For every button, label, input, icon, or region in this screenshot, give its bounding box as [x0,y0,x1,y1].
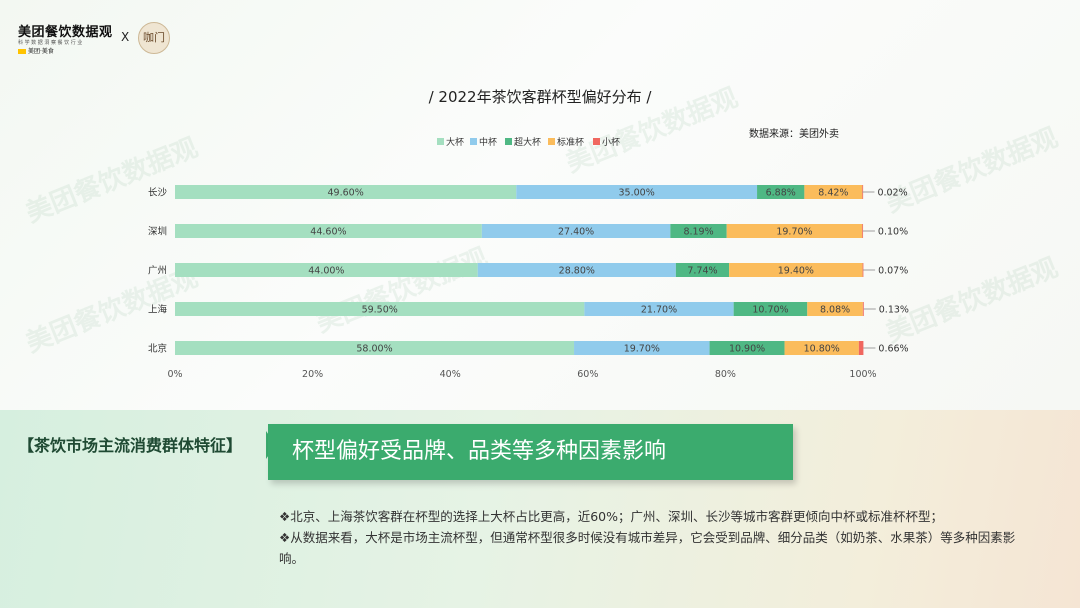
data-label: 59.50% [362,305,398,316]
legend-swatch [505,138,512,145]
bar-segment [729,263,863,277]
x-tick-label: 20% [302,369,323,380]
bar-segment [757,185,805,199]
legend-label: 小杯 [602,136,620,148]
data-label: 10.90% [729,344,765,355]
bar-segment [175,224,482,238]
data-label: 49.60% [328,188,364,199]
headline-banner: 杯型偏好受品牌、品类等多种因素影响 [268,424,793,480]
insight-list: ❖北京、上海茶饮客群在杯型的选择上大杯占比更高，近60%；广州、深圳、长沙等城市… [279,506,1039,569]
x-tick-label: 80% [715,369,736,380]
data-label: 8.42% [818,188,848,199]
legend-label: 中杯 [479,136,497,148]
section-label: 【茶饮市场主流消费群体特征】 [18,436,243,455]
bar-segment [858,341,864,355]
partner-logo: 咖门 [138,22,170,54]
bar-segment [804,185,863,199]
bar-segment [709,341,785,355]
bar-segment [862,224,864,238]
bar-segment [516,185,758,199]
chart-title: / 2022年茶饮客群杯型偏好分布 / [428,88,652,106]
logo-brand-text: 美团·美食 [28,48,54,55]
logo-brand: 美团·美食 [18,46,54,55]
data-label: 58.00% [356,344,392,355]
legend-swatch [548,138,555,145]
data-label: 0.10% [878,227,908,238]
data-label: 0.13% [879,305,909,316]
data-label: 44.60% [310,227,346,238]
insight-item: ❖从数据来看，大杯是市场主流杯型，但通常杯型很多时候没有城市差异，它会受到品牌、… [279,530,1016,566]
category-label: 北京 [148,343,167,355]
data-label: 8.19% [683,227,713,238]
data-label: 28.80% [559,266,595,277]
collab-separator: X [121,30,130,44]
legend-label: 大杯 [446,136,464,148]
data-label: 0.66% [878,344,908,355]
data-label: 19.40% [778,266,814,277]
bar-segment [862,302,864,316]
data-label: 10.80% [804,344,840,355]
logo-subtitle: 科 学 数 据 洞 察 餐 饮 行 业 [18,40,83,46]
bar-segment [175,263,478,277]
data-label: 27.40% [558,227,594,238]
bar-segment [733,302,808,316]
data-label: 8.08% [820,305,850,316]
legend-label: 标准杯 [557,136,584,148]
data-label: 21.70% [641,305,677,316]
legend-label: 超大杯 [514,136,541,148]
legend-swatch [437,138,444,145]
bar-segment [862,263,864,277]
x-tick-label: 0% [167,369,182,380]
data-label: 7.74% [687,266,717,277]
data-label: 35.00% [619,188,655,199]
category-label: 广州 [148,265,167,277]
bar-segment [175,302,585,316]
data-label: 0.07% [878,266,908,277]
legend-swatch [593,138,600,145]
data-source: 数据来源：美团外卖 [749,129,839,140]
bar-segment [675,263,730,277]
bar-segment [175,185,517,199]
data-label: 19.70% [624,344,660,355]
x-tick-label: 40% [440,369,461,380]
bar-segment [807,302,863,316]
x-tick-label: 100% [849,369,876,380]
data-label: 19.70% [776,227,812,238]
bar-segment [584,302,734,316]
bar-segment [574,341,710,355]
insight-item: ❖北京、上海茶饮客群在杯型的选择上大杯占比更高，近60%；广州、深圳、长沙等城市… [279,509,943,524]
logo-title: 美团餐饮数据观 [18,25,113,40]
x-tick-label: 60% [577,369,598,380]
brand-logo: 美团餐饮数据观 科 学 数 据 洞 察 餐 饮 行 业 美团·美食 X 咖门 [14,18,170,58]
bar-segment [481,224,671,238]
bar-segment [670,224,727,238]
bar-segment [175,341,575,355]
data-label: 0.02% [877,188,907,199]
category-label: 上海 [148,304,168,316]
category-label: 深圳 [148,227,167,238]
bar-segment [784,341,859,355]
legend-swatch [470,138,477,145]
data-label: 10.70% [752,305,788,316]
meituan-icon [18,49,26,54]
data-label: 6.88% [766,188,796,199]
category-label: 长沙 [148,187,168,199]
bar-segment [726,224,863,238]
data-label: 44.00% [308,266,344,277]
bar-segment [477,263,676,277]
